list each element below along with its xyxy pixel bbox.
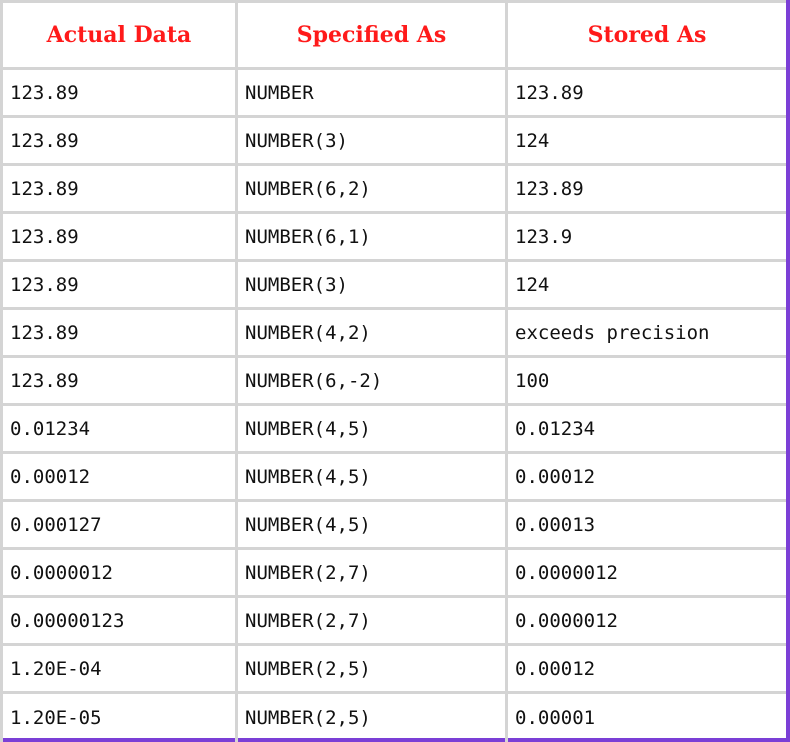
specified-as-cell: NUMBER(4,5) — [238, 406, 508, 454]
stored-as-cell: exceeds precision — [508, 310, 786, 358]
actual-data-cell: 123.89 — [0, 310, 238, 358]
specified-as-cell: NUMBER — [238, 70, 508, 118]
actual-data-cell: 123.89 — [0, 214, 238, 262]
specified-as-cell: NUMBER(4,5) — [238, 454, 508, 502]
table-body: 123.89 NUMBER 123.89 123.89 NUMBER(3) 12… — [0, 70, 786, 742]
stored-as-cell: 123.9 — [508, 214, 786, 262]
stored-as-cell: 124 — [508, 118, 786, 166]
specified-as-cell: NUMBER(6,-2) — [238, 358, 508, 406]
specified-as-cell: NUMBER(2,7) — [238, 550, 508, 598]
table-row: 0.01234 NUMBER(4,5) 0.01234 — [0, 406, 786, 454]
actual-data-cell: 123.89 — [0, 166, 238, 214]
stored-as-cell: 0.00012 — [508, 454, 786, 502]
column-header-specified-as: Specified As — [238, 0, 508, 70]
actual-data-cell: 0.000127 — [0, 502, 238, 550]
specified-as-cell: NUMBER(4,2) — [238, 310, 508, 358]
specified-as-cell: NUMBER(2,7) — [238, 598, 508, 646]
stored-as-cell: 0.00013 — [508, 502, 786, 550]
table-row: 123.89 NUMBER(3) 124 — [0, 262, 786, 310]
actual-data-cell: 0.00000123 — [0, 598, 238, 646]
table-row: 0.000127 NUMBER(4,5) 0.00013 — [0, 502, 786, 550]
actual-data-cell: 123.89 — [0, 118, 238, 166]
specified-as-cell: NUMBER(4,5) — [238, 502, 508, 550]
table-row: 123.89 NUMBER(6,2) 123.89 — [0, 166, 786, 214]
specified-as-cell: NUMBER(2,5) — [238, 646, 508, 694]
actual-data-cell: 1.20E-04 — [0, 646, 238, 694]
table-row: 123.89 NUMBER(6,1) 123.9 — [0, 214, 786, 262]
stored-as-cell: 0.00001 — [515, 707, 596, 729]
column-header-actual-data: Actual Data — [0, 0, 238, 70]
table-row: 123.89 NUMBER(6,-2) 100 — [0, 358, 786, 406]
stored-as-cell: 124 — [508, 262, 786, 310]
table-row: 0.00000123 NUMBER(2,7) 0.0000012 — [0, 598, 786, 646]
specified-as-cell: NUMBER(3) — [238, 262, 508, 310]
actual-data-cell: 0.01234 — [0, 406, 238, 454]
table-row: 0.0000012 NUMBER(2,7) 0.0000012 — [0, 550, 786, 598]
specified-as-cell: NUMBER(2,5) — [238, 694, 508, 742]
table-header-row: Actual Data Specified As Stored As — [0, 0, 786, 70]
actual-data-cell: 123.89 — [0, 70, 238, 118]
column-header-stored-as: Stored As — [508, 0, 786, 70]
specified-as-cell: NUMBER(6,1) — [238, 214, 508, 262]
actual-data-cell: 1.20E-05 — [0, 694, 238, 742]
stored-as-cell: 0.00012 — [508, 646, 786, 694]
specified-as-cell: NUMBER(6,2) — [238, 166, 508, 214]
stored-as-cell: 0.0000012 — [508, 598, 786, 646]
table-row: 123.89 NUMBER(3) 124 — [0, 118, 786, 166]
table-row: 1.20E-05 NUMBER(2,5) 0.00001 — [0, 694, 786, 742]
actual-data-cell: 123.89 — [0, 262, 238, 310]
stored-as-cell: 123.89 — [508, 70, 786, 118]
stored-as-cell: 0.01234 — [508, 406, 786, 454]
table-row: 123.89 NUMBER 123.89 — [0, 70, 786, 118]
stored-as-cell: 123.89 — [508, 166, 786, 214]
table-row: 1.20E-04 NUMBER(2,5) 0.00012 — [0, 646, 786, 694]
actual-data-cell: 0.0000012 — [0, 550, 238, 598]
table-row: 123.89 NUMBER(4,2) exceeds precision — [0, 310, 786, 358]
actual-data-cell: 0.00012 — [0, 454, 238, 502]
actual-data-cell: 123.89 — [0, 358, 238, 406]
stored-as-cell: 100 — [508, 358, 786, 406]
stored-as-cell: 0.0000012 — [508, 550, 786, 598]
table-row: 0.00012 NUMBER(4,5) 0.00012 — [0, 454, 786, 502]
specified-as-cell: NUMBER(3) — [238, 118, 508, 166]
